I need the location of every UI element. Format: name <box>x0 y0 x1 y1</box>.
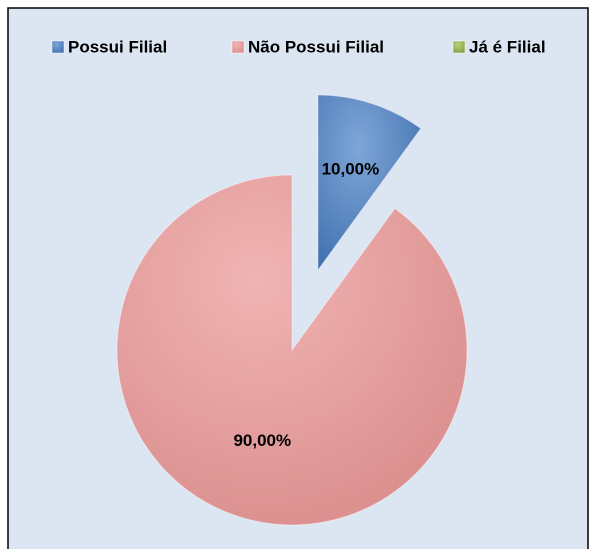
legend-label: Não Possui Filial <box>248 37 384 56</box>
legend-label: Possui Filial <box>68 37 167 56</box>
legend-swatch <box>231 40 245 54</box>
data-label: 90,00% <box>233 431 291 450</box>
legend: Possui Filial Não Possui Filial Já é Filia… <box>51 37 546 56</box>
legend-swatch <box>51 40 65 54</box>
pie-slice <box>116 174 468 526</box>
pie: 10,00% 90,00% <box>116 94 468 526</box>
pie-slice <box>317 94 422 272</box>
legend-label: Já é Filial <box>469 37 546 56</box>
legend-swatch <box>452 40 466 54</box>
data-label: 10,00% <box>322 160 380 179</box>
